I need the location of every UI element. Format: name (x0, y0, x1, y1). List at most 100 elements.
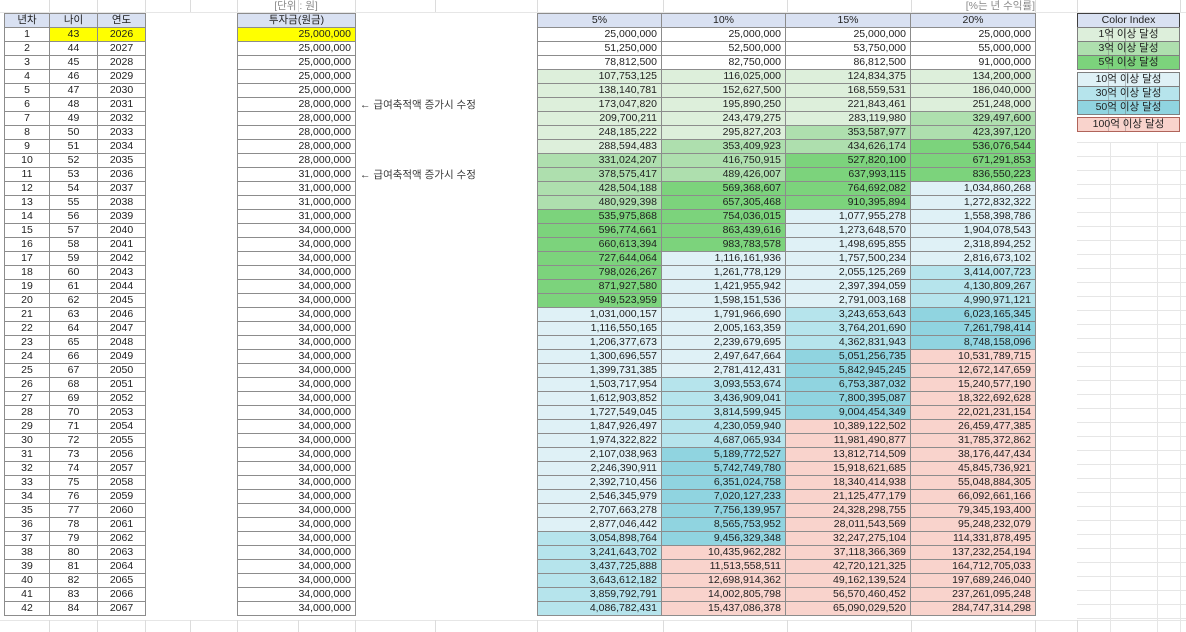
value-cell[interactable]: 138,140,781 (537, 83, 662, 98)
value-cell[interactable]: 116,025,000 (661, 69, 786, 84)
value-cell[interactable]: 37,118,366,369 (785, 545, 911, 560)
value-cell[interactable]: 86,812,500 (785, 55, 911, 70)
value-cell[interactable]: 8,748,158,096 (910, 335, 1036, 350)
value-cell[interactable]: 25,000,000 (537, 27, 662, 42)
age-cell[interactable]: 77 (49, 503, 98, 518)
value-cell[interactable]: 596,774,661 (537, 223, 662, 238)
legend-item[interactable]: 10억 이상 달성 (1077, 72, 1180, 87)
year-number-cell[interactable]: 19 (4, 279, 50, 294)
value-cell[interactable]: 727,644,064 (537, 251, 662, 266)
value-cell[interactable]: 1,206,377,673 (537, 335, 662, 350)
investment-cell[interactable]: 25,000,000 (237, 41, 356, 56)
value-cell[interactable]: 331,024,207 (537, 153, 662, 168)
year-number-cell[interactable]: 39 (4, 559, 50, 574)
value-cell[interactable]: 949,523,959 (537, 293, 662, 308)
value-cell[interactable]: 221,843,461 (785, 97, 911, 112)
value-cell[interactable]: 7,756,139,957 (661, 503, 786, 518)
value-cell[interactable]: 283,119,980 (785, 111, 911, 126)
investment-cell[interactable]: 31,000,000 (237, 181, 356, 196)
value-cell[interactable]: 3,643,612,182 (537, 573, 662, 588)
value-cell[interactable]: 65,090,029,520 (785, 601, 911, 616)
value-cell[interactable]: 434,626,174 (785, 139, 911, 154)
age-cell[interactable]: 68 (49, 377, 98, 392)
age-cell[interactable]: 74 (49, 461, 98, 476)
value-cell[interactable]: 5,842,945,245 (785, 363, 911, 378)
age-cell[interactable]: 79 (49, 531, 98, 546)
year-number-cell[interactable]: 9 (4, 139, 50, 154)
calendar-year-cell[interactable]: 2031 (97, 97, 146, 112)
year-number-cell[interactable]: 22 (4, 321, 50, 336)
value-cell[interactable]: 3,859,792,791 (537, 587, 662, 602)
year-number-cell[interactable]: 6 (4, 97, 50, 112)
value-cell[interactable]: 1,272,832,322 (910, 195, 1036, 210)
year-number-cell[interactable]: 7 (4, 111, 50, 126)
age-cell[interactable]: 54 (49, 181, 98, 196)
value-cell[interactable]: 1,300,696,557 (537, 349, 662, 364)
calendar-year-cell[interactable]: 2058 (97, 475, 146, 490)
value-cell[interactable]: 1,498,695,855 (785, 237, 911, 252)
calendar-year-cell[interactable]: 2033 (97, 125, 146, 140)
investment-cell[interactable]: 31,000,000 (237, 209, 356, 224)
investment-cell[interactable]: 25,000,000 (237, 55, 356, 70)
year-number-cell[interactable]: 11 (4, 167, 50, 182)
year-number-cell[interactable]: 10 (4, 153, 50, 168)
year-number-cell[interactable]: 33 (4, 475, 50, 490)
value-cell[interactable]: 124,834,375 (785, 69, 911, 84)
year-number-cell[interactable]: 24 (4, 349, 50, 364)
value-cell[interactable]: 1,273,648,570 (785, 223, 911, 238)
value-cell[interactable]: 4,362,831,943 (785, 335, 911, 350)
value-cell[interactable]: 45,845,736,921 (910, 461, 1036, 476)
value-cell[interactable]: 527,820,100 (785, 153, 911, 168)
value-cell[interactable]: 3,437,725,888 (537, 559, 662, 574)
value-cell[interactable]: 91,000,000 (910, 55, 1036, 70)
value-cell[interactable]: 1,727,549,045 (537, 405, 662, 420)
investment-cell[interactable]: 28,000,000 (237, 125, 356, 140)
calendar-year-cell[interactable]: 2038 (97, 195, 146, 210)
year-number-cell[interactable]: 27 (4, 391, 50, 406)
calendar-year-cell[interactable]: 2037 (97, 181, 146, 196)
value-cell[interactable]: 416,750,915 (661, 153, 786, 168)
calendar-year-cell[interactable]: 2048 (97, 335, 146, 350)
investment-cell[interactable]: 34,000,000 (237, 559, 356, 574)
value-cell[interactable]: 31,785,372,862 (910, 433, 1036, 448)
value-cell[interactable]: 195,890,250 (661, 97, 786, 112)
investment-cell[interactable]: 34,000,000 (237, 489, 356, 504)
col-header-investment[interactable]: 투자금(원금) (237, 13, 356, 28)
value-cell[interactable]: 6,753,387,032 (785, 377, 911, 392)
age-cell[interactable]: 60 (49, 265, 98, 280)
value-cell[interactable]: 209,700,211 (537, 111, 662, 126)
calendar-year-cell[interactable]: 2067 (97, 601, 146, 616)
value-cell[interactable]: 25,000,000 (910, 27, 1036, 42)
col-header-age[interactable]: 나이 (49, 13, 98, 28)
calendar-year-cell[interactable]: 2034 (97, 139, 146, 154)
age-cell[interactable]: 78 (49, 517, 98, 532)
value-cell[interactable]: 863,439,616 (661, 223, 786, 238)
value-cell[interactable]: 5,051,256,735 (785, 349, 911, 364)
calendar-year-cell[interactable]: 2066 (97, 587, 146, 602)
value-cell[interactable]: 378,575,417 (537, 167, 662, 182)
investment-cell[interactable]: 34,000,000 (237, 461, 356, 476)
value-cell[interactable]: 11,981,490,877 (785, 433, 911, 448)
value-cell[interactable]: 2,781,412,431 (661, 363, 786, 378)
age-cell[interactable]: 58 (49, 237, 98, 252)
year-number-cell[interactable]: 30 (4, 433, 50, 448)
legend-title[interactable]: Color Index (1077, 13, 1180, 28)
investment-cell[interactable]: 34,000,000 (237, 405, 356, 420)
age-cell[interactable]: 43 (49, 27, 98, 42)
value-cell[interactable]: 1,034,860,268 (910, 181, 1036, 196)
age-cell[interactable]: 83 (49, 587, 98, 602)
value-cell[interactable]: 1,077,955,278 (785, 209, 911, 224)
value-cell[interactable]: 14,002,805,798 (661, 587, 786, 602)
year-number-cell[interactable]: 37 (4, 531, 50, 546)
value-cell[interactable]: 2,546,345,979 (537, 489, 662, 504)
value-cell[interactable]: 353,409,923 (661, 139, 786, 154)
calendar-year-cell[interactable]: 2026 (97, 27, 146, 42)
calendar-year-cell[interactable]: 2056 (97, 447, 146, 462)
age-cell[interactable]: 66 (49, 349, 98, 364)
investment-cell[interactable]: 34,000,000 (237, 349, 356, 364)
investment-cell[interactable]: 34,000,000 (237, 419, 356, 434)
calendar-year-cell[interactable]: 2046 (97, 307, 146, 322)
age-cell[interactable]: 45 (49, 55, 98, 70)
value-cell[interactable]: 114,331,878,495 (910, 531, 1036, 546)
calendar-year-cell[interactable]: 2054 (97, 419, 146, 434)
